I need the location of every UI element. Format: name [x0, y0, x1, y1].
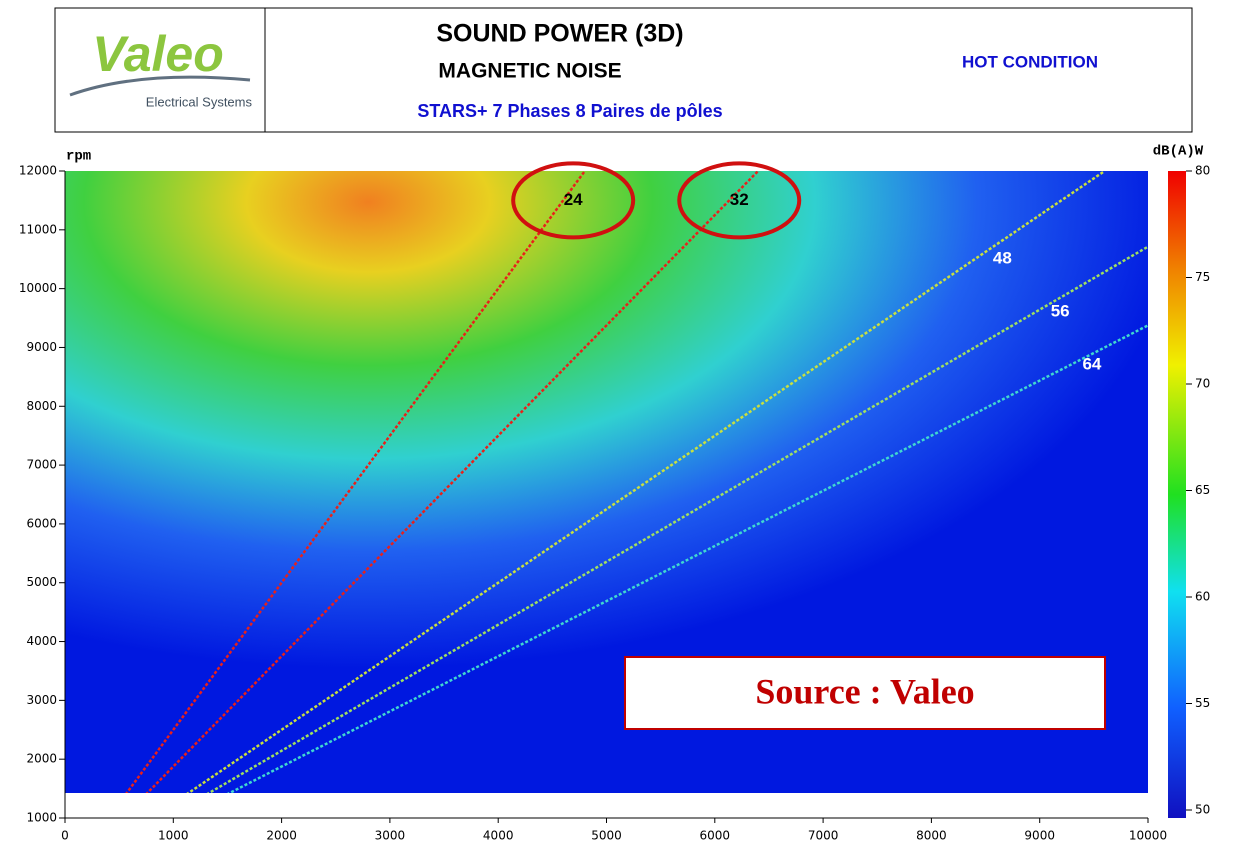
order-line: [145, 171, 760, 793]
logo: Valeo: [92, 26, 224, 82]
y-tick-label: 12000: [19, 164, 57, 178]
subtitle: MAGNETIC NOISE: [438, 60, 621, 83]
order-circle: [677, 161, 802, 240]
y-tick-label: 7000: [26, 458, 57, 472]
logo-swoosh: [69, 75, 251, 97]
logo-subtitle: Electrical Systems: [146, 94, 253, 109]
y-tick-label: 5000: [26, 575, 57, 589]
colorbar-tick-label: 70: [1195, 377, 1210, 391]
x-tick-label: 10000: [1129, 829, 1167, 843]
order-label: 64: [1082, 354, 1101, 373]
colorbar-tick-label: 80: [1195, 164, 1210, 178]
y-tick-label: 4000: [26, 634, 57, 648]
x-tick-label: 3000: [375, 829, 406, 843]
x-tick-label: 1000: [158, 829, 189, 843]
x-tick-label: 4000: [483, 829, 514, 843]
y-tick-label: 8000: [26, 399, 57, 413]
order-circle: [511, 161, 636, 240]
y-tick-label: 9000: [26, 340, 57, 354]
colorbar-tick-label: 75: [1195, 270, 1210, 284]
y-tick-label: 1000: [26, 811, 57, 825]
colorbar-tick-label: 60: [1195, 590, 1210, 604]
x-tick-label: 6000: [700, 829, 731, 843]
x-tick-label: 0: [61, 829, 69, 843]
order-label: 48: [993, 248, 1012, 267]
x-tick-label: 2000: [266, 829, 297, 843]
annotation: Source : Valeo: [755, 671, 974, 711]
y-axis-label: rpm: [66, 149, 91, 165]
order-label: 56: [1051, 301, 1070, 320]
description: STARS+ 7 Phases 8 Paires de pôles: [417, 101, 722, 121]
y-tick-label: 6000: [26, 516, 57, 530]
colorbar-tick-label: 55: [1195, 696, 1210, 710]
colorbar-tick-label: 50: [1195, 803, 1210, 817]
y-tick-label: 11000: [19, 222, 57, 236]
y-tick-label: 10000: [19, 281, 57, 295]
colorbar-label: dB(A)W: [1153, 144, 1204, 160]
annotation-box: [624, 656, 1106, 730]
x-tick-label: 7000: [808, 829, 839, 843]
header-box: [54, 7, 1193, 133]
order-line: [226, 323, 1148, 793]
order-label: 24: [564, 190, 583, 209]
title: SOUND POWER (3D): [436, 20, 683, 48]
order-line: [186, 171, 1106, 793]
x-tick-label: 8000: [916, 829, 947, 843]
x-tick-label: 9000: [1024, 829, 1055, 843]
y-tick-label: 3000: [26, 693, 57, 707]
order-label: 32: [730, 190, 749, 209]
y-tick-label: 2000: [26, 752, 57, 766]
order-line: [125, 171, 586, 793]
colorbar-tick-label: 65: [1195, 483, 1210, 497]
colorbar: [1168, 171, 1186, 818]
condition: HOT CONDITION: [962, 52, 1098, 71]
order-line: [206, 245, 1148, 793]
x-tick-label: 5000: [591, 829, 622, 843]
order-lines: [125, 171, 1148, 793]
